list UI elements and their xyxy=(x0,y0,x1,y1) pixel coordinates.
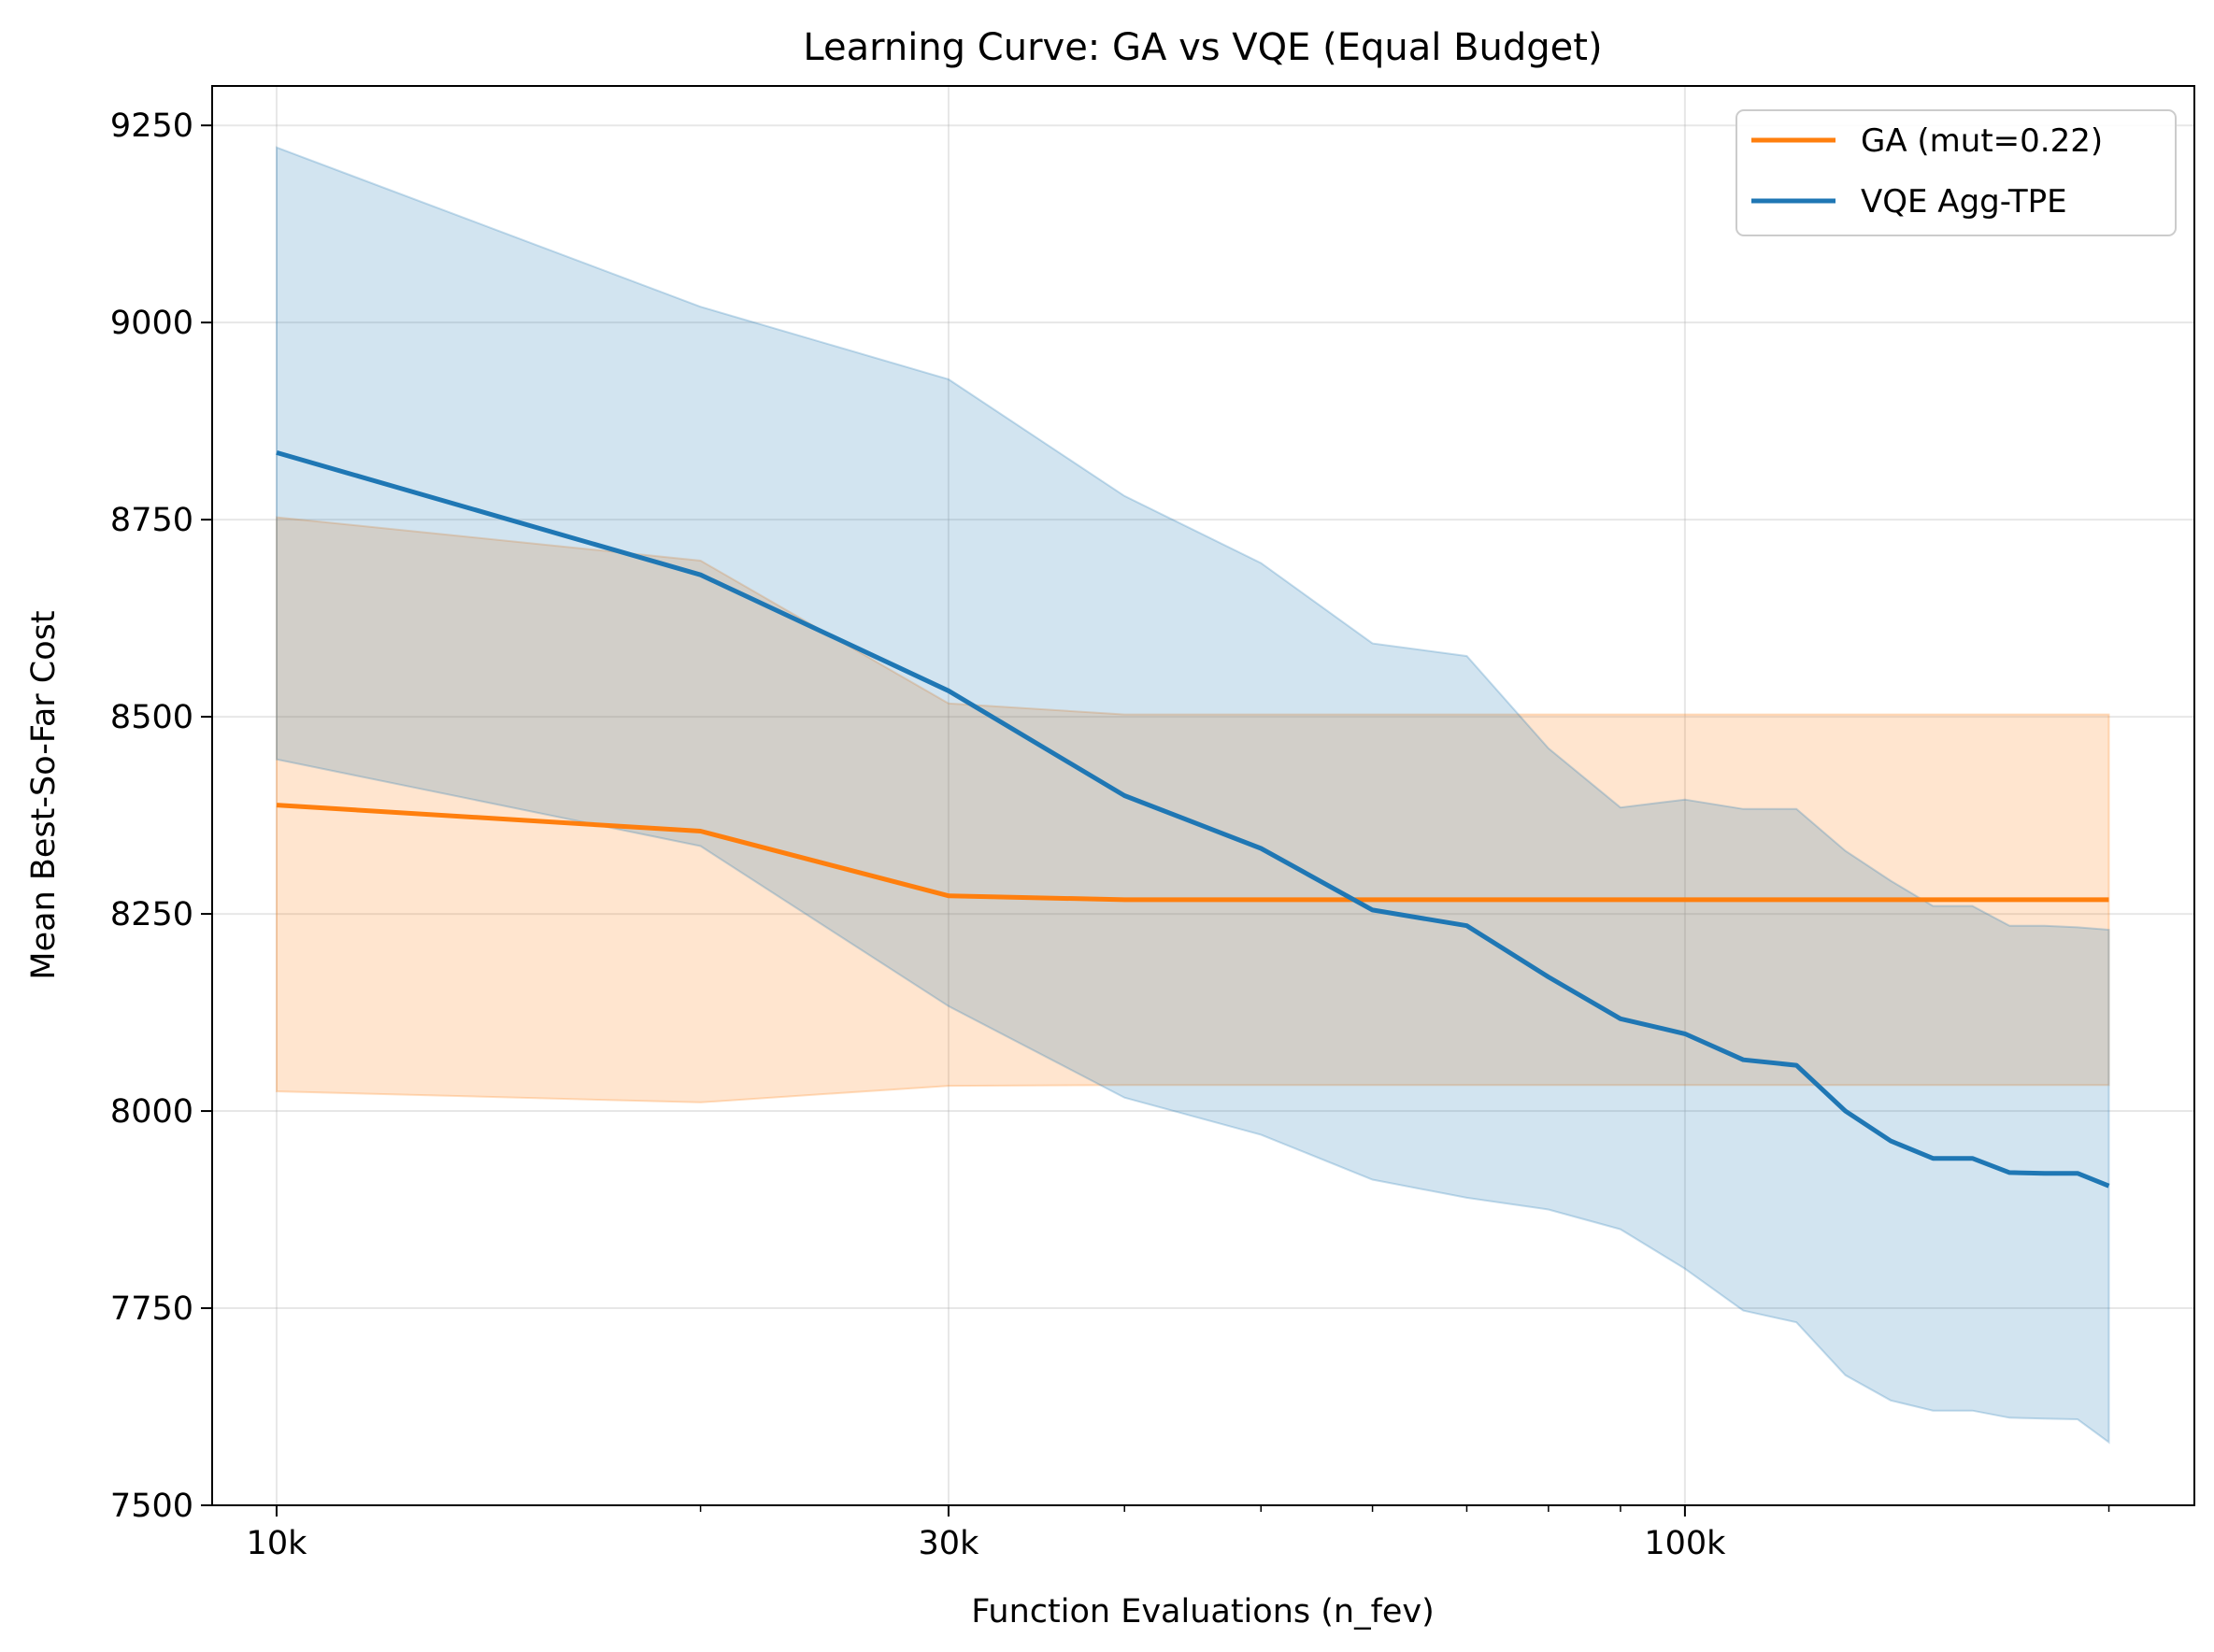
y-tick-label: 8750 xyxy=(110,502,193,539)
y-tick-label: 7500 xyxy=(110,1488,193,1525)
x-tick-label: 30k xyxy=(919,1525,980,1562)
y-axis-label: Mean Best-So-Far Cost xyxy=(25,610,63,979)
legend-label-ga: GA (mut=0.22) xyxy=(1861,122,2103,160)
legend-box xyxy=(1735,109,2177,236)
y-tick-label: 7750 xyxy=(110,1290,193,1328)
series-line-1 xyxy=(276,449,2110,1189)
legend: GA (mut=0.22) VQE Agg-TPE xyxy=(1735,109,2177,236)
y-tick-label: 8250 xyxy=(110,896,193,933)
y-tick-label: 9000 xyxy=(110,305,193,342)
x-axis-label: Function Evaluations (n_fev) xyxy=(971,1593,1435,1631)
y-tick-label: 9250 xyxy=(110,107,193,145)
y-tick-label: 8000 xyxy=(110,1093,193,1131)
y-tick-label: 8500 xyxy=(110,699,193,736)
series-line-0 xyxy=(276,803,2109,903)
series-band-1 xyxy=(276,146,2110,1445)
band-layer xyxy=(276,146,2110,1445)
tick-layer: 10k 30k 100k 7500 7750 8000 8250 8500 8750 9000 92… xyxy=(110,107,2110,1562)
x-tick-label: 100k xyxy=(1644,1525,1726,1562)
x-tick-label: 10k xyxy=(247,1525,308,1562)
plot-frame xyxy=(211,85,2195,1506)
legend-label-vqe: VQE Agg-TPE xyxy=(1861,183,2067,221)
chart-title: Learning Curve: GA vs VQE (Equal Budget) xyxy=(803,26,1602,69)
series-band-0 xyxy=(276,516,2110,1104)
line-layer xyxy=(276,449,2110,1189)
